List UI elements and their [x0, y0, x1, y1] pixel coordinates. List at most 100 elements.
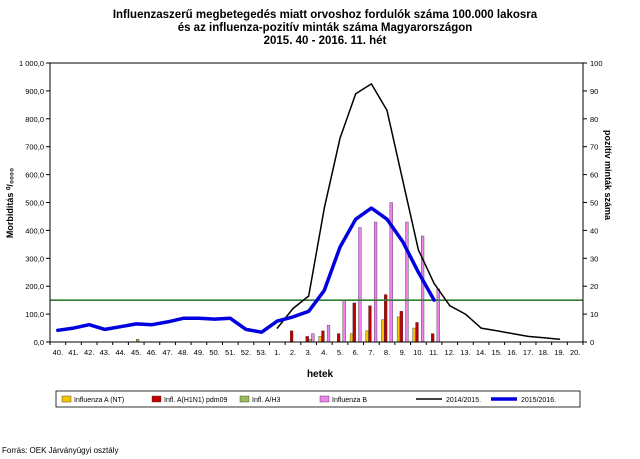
x-tick-label: 45.: [131, 348, 141, 357]
bar: [412, 327, 416, 343]
x-tick-label: 50.: [209, 348, 219, 357]
x-tick-label: 18.: [539, 348, 549, 357]
bar: [405, 221, 409, 343]
x-tick-label: 44.: [115, 348, 125, 357]
y-tick-label: 200,0: [25, 282, 44, 291]
legend-swatch: [239, 395, 250, 403]
y-tick-label: 100,0: [25, 310, 44, 319]
bars: [136, 202, 440, 343]
series-line: [276, 83, 561, 340]
bar: [358, 227, 362, 343]
y2-tick-label: 60: [590, 171, 598, 180]
x-tick-label: 3.: [306, 348, 312, 357]
y2-tick-label: 10: [590, 310, 598, 319]
x-tick-label: 9.: [400, 348, 406, 357]
x-tick-label: 1.: [274, 348, 280, 357]
y-tick-label: 0,0: [34, 338, 44, 347]
legend-label: Infl. A(H1N1) pdm09: [164, 397, 228, 404]
y-tick-label: 700,0: [25, 143, 44, 152]
y2-tick-label: 30: [590, 254, 598, 263]
x-tick-label: 51.: [225, 348, 235, 357]
source-note: Forrás: OEK Járványügyi osztály: [2, 446, 119, 455]
x-tick-label: 10.: [413, 348, 423, 357]
bar: [396, 316, 401, 343]
x-tick-label: 48.: [178, 348, 188, 357]
y-tick-label: 600,0: [25, 171, 44, 180]
bar: [352, 302, 356, 343]
legend-box: [55, 390, 581, 408]
x-tick-label: 17.: [523, 348, 533, 357]
y2-tick-label: 90: [590, 87, 598, 96]
bar: [365, 330, 369, 343]
chart-title: Influenzaszerű megbetegedés miatt orvosh…: [60, 9, 590, 48]
legend-label: Influenza B: [332, 397, 367, 404]
bar: [384, 294, 388, 343]
legend-swatch: [61, 395, 72, 403]
bar: [318, 336, 322, 343]
series-line: [56, 206, 436, 334]
legend-label: Infl. A/H3: [252, 397, 281, 404]
x-tick-label: 15.: [492, 348, 502, 357]
x-tick-label: 49.: [194, 348, 204, 357]
y2-tick-label: 50: [590, 199, 598, 208]
x-tick-label: 11.: [429, 348, 439, 357]
title-line-3: 2015. 40 - 2016. 11. hét: [263, 35, 387, 47]
x-tick-label: 14.: [476, 348, 486, 357]
bar: [373, 221, 378, 343]
legend-swatch: [151, 395, 162, 403]
bar: [311, 333, 315, 343]
bar: [420, 235, 425, 343]
y-tick-label: 400,0: [25, 226, 44, 235]
y-tick-label: 800,0: [25, 115, 44, 124]
x-tick-labels: 40. 41. 42. 43. 44. 45. 46. 47. 48. 49. 50. 51. 52. 5…: [53, 348, 581, 357]
x-tick-label: 12.: [445, 348, 455, 357]
legend: Influenza A (NT) Infl. A(H1N1) pdm09 Infl.…: [55, 390, 581, 408]
y2-tick-label: 80: [590, 115, 598, 124]
legend-label: 2014/2015.: [446, 397, 481, 404]
x-tick-label: 52.: [241, 348, 251, 357]
x-tick-label: 8.: [384, 348, 390, 357]
bar: [436, 288, 440, 343]
title-line-1: Influenzaszerű megbetegedés miatt orvosh…: [112, 9, 538, 21]
bar: [342, 299, 346, 343]
y-tick-labels: 0,0 100,0 200,0 300,0 400,0 500,0 600,0 700,0 80…: [19, 59, 44, 347]
y2-tick-label: 20: [590, 282, 598, 291]
x-tick-label: 4.: [321, 348, 327, 357]
bar: [321, 330, 325, 343]
x-tick-label: 7.: [368, 348, 374, 357]
bar: [381, 319, 385, 343]
bar: [289, 330, 294, 343]
y-tick-label: 1 000,0: [19, 59, 44, 68]
bar: [349, 333, 354, 343]
bar: [431, 333, 435, 343]
y-tick-label: 500,0: [25, 199, 44, 208]
bar: [415, 322, 419, 343]
y-tick-label: 300,0: [25, 254, 44, 263]
x-tick-label: 41.: [68, 348, 78, 357]
lines: [56, 83, 561, 340]
x-tick-label: 42.: [84, 348, 94, 357]
x-tick-label: 40.: [53, 348, 63, 357]
legend-label: 2015/2016.: [521, 397, 556, 404]
x-tick-label: 19.: [554, 348, 564, 357]
x-tick-label: 6.: [353, 348, 359, 357]
bar: [326, 325, 331, 343]
y2-tick-label: 100: [590, 59, 603, 68]
x-tick-label: 43.: [100, 348, 110, 357]
y2-tick-label: 40: [590, 226, 598, 235]
y2-axis-label: pozitív minták száma: [603, 130, 613, 221]
x-tick-label: 53.: [256, 348, 266, 357]
bar: [368, 305, 372, 343]
legend-label: Influenza A (NT): [74, 397, 124, 404]
axes: [46, 62, 587, 345]
title-line-2: és az influenza-pozitív minták száma Mag…: [177, 22, 473, 34]
y2-tick-labels: 0 10 20 30 40 50 60 70 80 90 100: [590, 59, 603, 347]
x-axis-label: hetek: [307, 369, 334, 380]
y-axis-label: Morbiditás ⁰/₀₀₀₀: [5, 168, 15, 238]
legend-swatch: [319, 395, 330, 403]
x-tick-label: 46.: [147, 348, 157, 357]
x-tick-label: 2.: [290, 348, 296, 357]
bar: [399, 311, 403, 343]
y2-tick-label: 70: [590, 143, 598, 152]
